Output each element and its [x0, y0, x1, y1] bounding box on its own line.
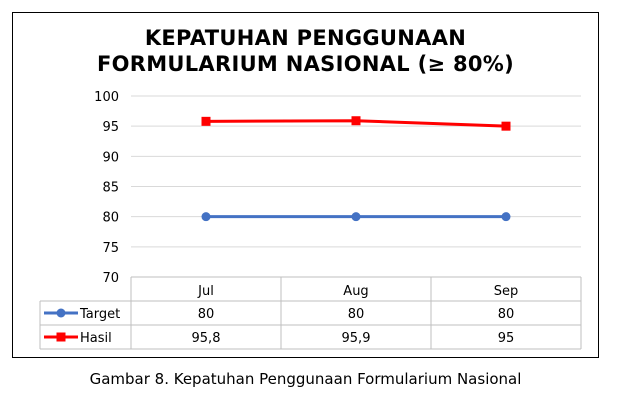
data-point	[351, 116, 361, 126]
x-category-label: Jul	[197, 284, 214, 299]
x-category-label: Sep	[494, 284, 519, 299]
y-tick-label: 90	[102, 150, 119, 165]
data-point	[501, 212, 511, 222]
data-table-cell: 95	[498, 331, 515, 346]
data-table-cell: 80	[348, 307, 365, 322]
chart-frame	[12, 12, 599, 358]
y-tick-label: 75	[102, 241, 119, 256]
legend-key-marker	[56, 308, 66, 318]
data-point	[501, 121, 511, 131]
figure-caption: Gambar 8. Kepatuhan Penggunaan Formulari…	[89, 370, 522, 388]
data-table-cell: 95,9	[342, 331, 371, 346]
chart-title-line-2: FORMULARIUM NASIONAL (≥ 80%)	[96, 52, 515, 76]
data-table-cell: 95,8	[192, 331, 221, 346]
y-tick-label: 85	[102, 181, 119, 196]
data-table-cell: 80	[498, 307, 515, 322]
legend-label: Hasil	[80, 331, 112, 346]
data-point	[201, 212, 211, 222]
chart-title-line-1: KEPATUHAN PENGGUNAAN	[144, 26, 467, 50]
data-table-cell: 80	[198, 307, 215, 322]
data-point	[351, 212, 361, 222]
y-tick-label: 70	[102, 271, 119, 286]
y-tick-label: 80	[102, 211, 119, 226]
legend-label: Target	[79, 307, 120, 322]
data-point	[201, 116, 211, 126]
y-tick-label: 95	[102, 120, 119, 135]
x-category-label: Aug	[343, 284, 368, 299]
legend-key-marker	[56, 332, 66, 342]
y-tick-label: 100	[94, 90, 119, 105]
